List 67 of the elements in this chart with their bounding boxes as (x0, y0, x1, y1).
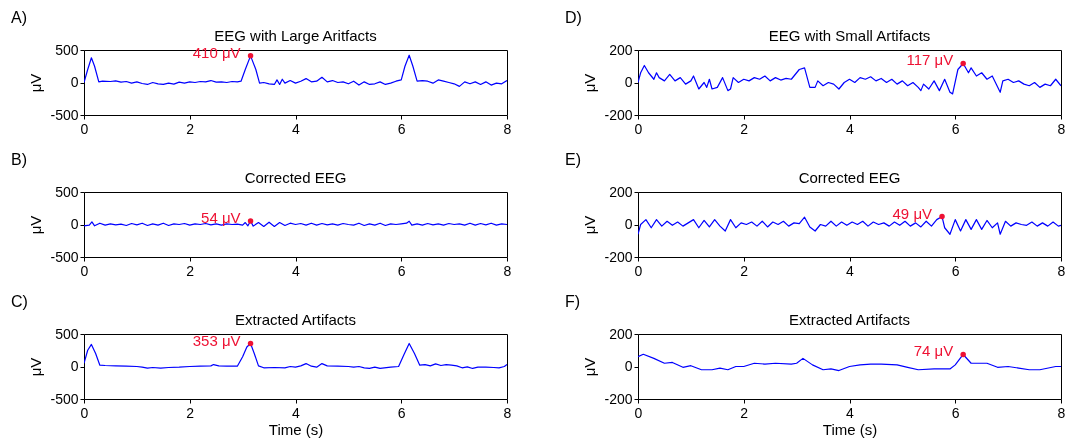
x-tick-label: 8 (503, 404, 512, 421)
chart-title: Corrected EEG (244, 169, 347, 186)
x-tick-label: 6 (951, 262, 960, 279)
y-axis-title: μV (581, 215, 599, 235)
y-tick-label: 500 (55, 41, 79, 58)
x-tick-label: 8 (1057, 262, 1066, 279)
x-axis-title: Time (s) (268, 420, 324, 438)
x-tick-label: 2 (186, 120, 195, 137)
text: C) (11, 293, 28, 310)
x-tick-label: 6 (951, 120, 960, 137)
annotation: 117 μV (906, 51, 954, 69)
x-tick-label: 4 (846, 120, 855, 137)
y-axis-title: μV (27, 357, 45, 377)
x-tick-label: 4 (292, 262, 301, 279)
y-tick-label: -500 (50, 390, 79, 407)
x-tick-label: 8 (503, 262, 512, 279)
annotation: 74 μV (913, 342, 954, 360)
x-tick-label: 8 (1057, 120, 1066, 137)
annotation: 353 μV (192, 331, 241, 349)
x-tick-label: 2 (740, 404, 749, 421)
x-tick-label: 4 (292, 404, 301, 421)
y-tick-label: -500 (50, 106, 79, 123)
x-tick-label: 4 (292, 120, 301, 137)
text: E) (565, 151, 581, 168)
y-tick-label: 200 (609, 325, 633, 342)
x-tick-label: 6 (397, 404, 406, 421)
x-tick-label: 6 (397, 262, 406, 279)
x-tick-label: 2 (740, 120, 749, 137)
y-tick-label: 500 (55, 183, 79, 200)
x-tick-label: 8 (503, 120, 512, 137)
text: F) (565, 293, 581, 310)
x-tick-label: 8 (1057, 404, 1066, 421)
x-tick-label: 6 (951, 404, 960, 421)
y-axis-title: μV (27, 215, 45, 235)
y-tick-label: -200 (604, 106, 633, 123)
x-tick-label: 6 (397, 120, 406, 137)
x-tick-label: 2 (186, 404, 195, 421)
chart-title: EEG with Large Aritfacts (214, 27, 377, 44)
x-tick-label: 4 (846, 404, 855, 421)
annotation: 54 μV (201, 208, 241, 226)
x-tick-label: 2 (186, 262, 195, 279)
x-tick-label: 2 (740, 262, 749, 279)
y-tick-label: -500 (50, 248, 79, 265)
y-tick-label: 0 (624, 358, 633, 374)
x-tick-label: 4 (846, 262, 855, 279)
text: D) (565, 9, 582, 26)
y-axis-title: μV (581, 357, 599, 377)
y-axis-title: μV (581, 73, 599, 93)
y-tick-label: 200 (609, 183, 633, 200)
y-axis-title: μV (27, 73, 45, 93)
y-tick-label: 0 (624, 216, 633, 232)
y-tick-label: -200 (604, 248, 633, 265)
y-tick-label: 0 (70, 358, 79, 374)
y-tick-label: 0 (70, 216, 79, 232)
text: A) (11, 9, 27, 26)
x-axis-title: Time (s) (822, 420, 878, 438)
y-tick-label: -200 (604, 390, 633, 407)
chart-title: Extracted Artifacts (235, 311, 356, 328)
y-tick-label: 0 (70, 74, 79, 90)
chart-title: EEG with Small Artifacts (768, 27, 931, 44)
y-tick-label: 500 (55, 325, 79, 342)
text: B) (11, 151, 27, 168)
y-tick-label: 200 (609, 41, 633, 58)
annotation: 49 μV (892, 204, 933, 222)
y-tick-label: 0 (624, 74, 633, 90)
chart-title: Extracted Artifacts (789, 311, 910, 328)
chart-title: Corrected EEG (798, 169, 901, 186)
